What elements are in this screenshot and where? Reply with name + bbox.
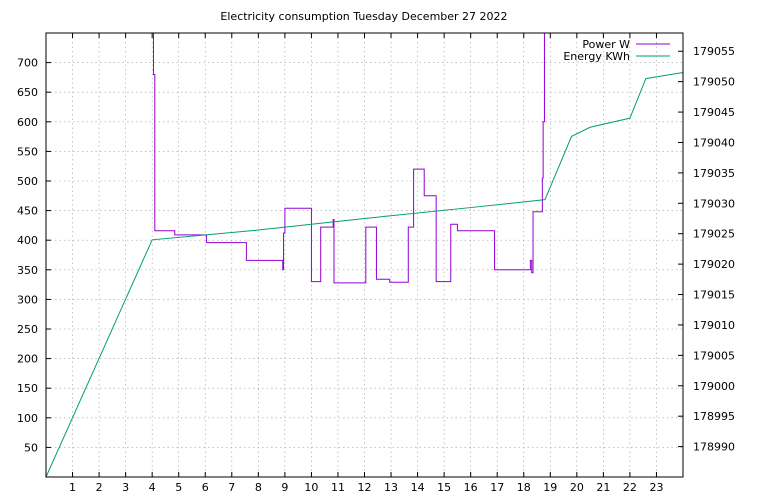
x-tick-label: 7 xyxy=(228,481,235,494)
y2-tick-label: 179000 xyxy=(693,380,735,393)
y-tick-label: 500 xyxy=(17,175,38,188)
grid xyxy=(46,33,683,477)
y2-tick-label: 179015 xyxy=(693,289,735,302)
y-tick-label: 700 xyxy=(17,57,38,70)
y-tick-label: 450 xyxy=(17,205,38,218)
x-tick-label: 9 xyxy=(281,481,288,494)
y-axis-right: 178990 178995 179000 179005 179010 179015 1790… xyxy=(678,45,735,454)
x-tick-label: 15 xyxy=(437,481,451,494)
x-tick-label: 17 xyxy=(490,481,504,494)
y2-tick-label: 179040 xyxy=(693,136,735,149)
y-tick-label: 150 xyxy=(17,382,38,395)
series-line-power xyxy=(152,33,545,284)
x-tick-label: 3 xyxy=(122,481,129,494)
x-tick-label: 8 xyxy=(255,481,262,494)
x-tick-label: 6 xyxy=(202,481,209,494)
x-tick-label: 4 xyxy=(149,481,156,494)
plot-series xyxy=(46,33,683,477)
y-tick-label: 600 xyxy=(17,116,38,129)
plot-frame xyxy=(45,32,684,478)
y2-tick-label: 179055 xyxy=(693,45,735,58)
legend-label: Energy KWh xyxy=(563,50,630,63)
y-tick-label: 100 xyxy=(17,412,38,425)
x-tick-label: 5 xyxy=(175,481,182,494)
y-axis-left: 50 100 150 200 250 300 350 400 450 500 550 600 650 70… xyxy=(17,57,51,454)
y-tick-label: 50 xyxy=(24,441,38,454)
x-tick-label: 12 xyxy=(358,481,372,494)
x-tick-label: 11 xyxy=(331,481,345,494)
series-line-energy xyxy=(46,72,683,477)
x-tick-label: 23 xyxy=(649,481,663,494)
y2-tick-label: 179025 xyxy=(693,228,735,241)
x-tick-label: 22 xyxy=(623,481,637,494)
chart-title: Electricity consumption Tuesday December… xyxy=(220,10,507,23)
y-tick-label: 650 xyxy=(17,86,38,99)
x-tick-label: 20 xyxy=(570,481,584,494)
y2-tick-label: 179020 xyxy=(693,258,735,271)
x-axis: 1 2 3 4 5 6 7 8 9 10 11 12 13 14 15 16 17 18 19 20 21 22 23 xyxy=(69,33,663,494)
x-tick-label: 16 xyxy=(464,481,478,494)
y-tick-label: 350 xyxy=(17,264,38,277)
y2-tick-label: 179030 xyxy=(693,197,735,210)
x-tick-label: 13 xyxy=(384,481,398,494)
x-tick-label: 2 xyxy=(96,481,103,494)
x-tick-label: 1 xyxy=(69,481,76,494)
y2-tick-label: 179010 xyxy=(693,319,735,332)
y-tick-label: 300 xyxy=(17,293,38,306)
y2-tick-label: 178995 xyxy=(693,410,735,423)
y-tick-label: 400 xyxy=(17,234,38,247)
y-tick-label: 200 xyxy=(17,353,38,366)
y2-tick-label: 179005 xyxy=(693,349,735,362)
y-tick-label: 250 xyxy=(17,323,38,336)
y2-tick-label: 178990 xyxy=(693,441,735,454)
x-tick-label: 18 xyxy=(517,481,531,494)
x-tick-label: 19 xyxy=(543,481,557,494)
y-tick-label: 550 xyxy=(17,145,38,158)
y2-tick-label: 179045 xyxy=(693,106,735,119)
x-tick-label: 21 xyxy=(596,481,610,494)
x-tick-label: 14 xyxy=(411,481,425,494)
legend-label: Power W xyxy=(582,38,630,51)
x-tick-label: 10 xyxy=(304,481,318,494)
y2-tick-label: 179050 xyxy=(693,76,735,89)
y2-tick-label: 179035 xyxy=(693,167,735,180)
